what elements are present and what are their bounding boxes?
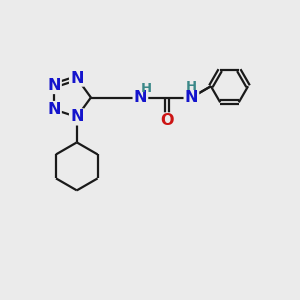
Text: N: N <box>134 90 147 105</box>
Text: N: N <box>47 102 61 117</box>
Text: N: N <box>70 70 84 86</box>
Text: N: N <box>185 90 198 105</box>
Text: N: N <box>70 110 84 124</box>
Text: N: N <box>47 78 61 93</box>
Text: O: O <box>160 113 174 128</box>
Text: H: H <box>186 80 197 93</box>
Text: H: H <box>140 82 152 95</box>
